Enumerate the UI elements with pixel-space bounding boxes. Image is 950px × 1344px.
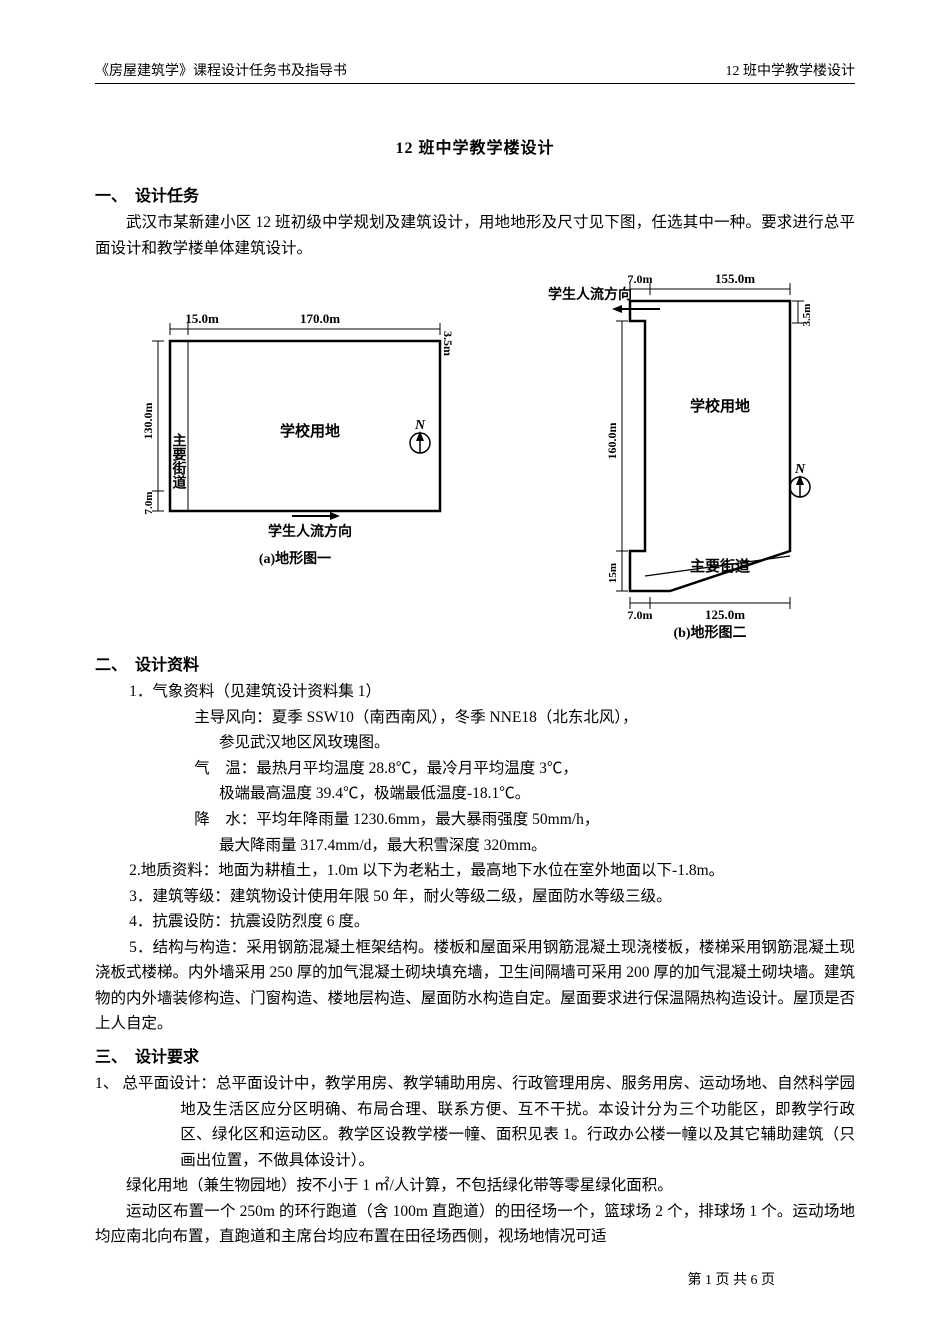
b-dim-bot-7: 7.0m: [628, 608, 653, 622]
b-road-label: 主要街道: [690, 557, 750, 575]
sec2-i4: 4．抗震设防：抗震设防烈度 6 度。: [129, 909, 855, 935]
section-1-head: 一、 设计任务: [95, 182, 855, 206]
section-2-head: 二、 设计资料: [95, 651, 855, 675]
page-footer: 第 1 页 共 6 页: [688, 1269, 776, 1289]
sec2-i1c: 降 水：平均年降雨量 1230.6mm，最大暴雨强度 50mm/h，: [194, 807, 855, 833]
a-flow-label: 学生人流方向: [268, 523, 352, 540]
b-dim-160: 160.0m: [605, 423, 619, 460]
b-north-label: N: [794, 462, 806, 477]
sec2-i1a2: 参见武汉地区风玫瑰图。: [219, 730, 855, 756]
sec3-i1: 1、 总平面设计：总平面设计中，教学用房、教学辅助用房、行政管理用房、服务用房、…: [95, 1071, 855, 1173]
b-dim-155: 155.0m: [715, 271, 755, 286]
a-dim-3-5: 3.5m: [441, 331, 455, 356]
sec2-i5: 5．结构与构造：采用钢筋混凝土框架结构。楼板和屋面采用钢筋混凝土现浇楼板，楼梯采…: [95, 935, 855, 1037]
sec3-i1b: 绿化用地（兼生物园地）按不小于 1 ㎡/人计算，不包括绿化带等零星绿化面积。: [95, 1173, 855, 1199]
section-3-head: 三、 设计要求: [95, 1043, 855, 1067]
sec3-i1c: 运动区布置一个 250m 的环行跑道（含 100m 直跑道）的田径场一个，篮球场…: [95, 1199, 855, 1250]
b-dim-top-7: 7.0m: [628, 272, 653, 286]
b-land-label: 学校用地: [690, 397, 750, 415]
header-left: 《房屋建筑学》课程设计任务书及指导书: [95, 60, 347, 80]
header-rule: [95, 83, 855, 84]
diagram-a: 主要街道 学校用地 15.0m 170.0m 3.5m 130.0m 7.0m: [130, 271, 460, 571]
sec2-i3: 3．建筑等级：建筑物设计使用年限 50 年，耐火等级二级，屋面防水等级三级。: [129, 884, 855, 910]
b-dim-15: 15m: [607, 563, 619, 583]
a-dim-7: 7.0m: [143, 492, 155, 515]
a-land-label: 学校用地: [280, 422, 340, 440]
page: 《房屋建筑学》课程设计任务书及指导书 12 班中学教学楼设计 12 班中学教学楼…: [0, 0, 950, 1344]
diagram-b: 学生人流方向 7.0m 155.0m 3.5m 学校用地 主要街道: [490, 271, 820, 641]
diagram-row: 主要街道 学校用地 15.0m 170.0m 3.5m 130.0m 7.0m: [95, 271, 855, 641]
b-dim-125: 125.0m: [705, 607, 745, 622]
sec2-i1: 1．气象资料（见建筑设计资料集 1）: [129, 679, 855, 705]
b-boundary: [630, 301, 790, 591]
b-caption: (b)地形图二: [673, 624, 746, 641]
doc-title: 12 班中学教学楼设计: [95, 134, 855, 158]
a-dim-15: 15.0m: [185, 311, 219, 326]
a-road-label: 主要街道: [171, 432, 188, 490]
sec2-i1a: 主导风向：夏季 SSW10（南西南风），冬季 NNE18（北东北风），: [194, 705, 855, 731]
sec2-i2: 2.地质资料：地面为耕植土，1.0m 以下为老粘土，最高地下水位在室外地面以下-…: [129, 858, 855, 884]
sec2-i1b: 气 温：最热月平均温度 28.8℃，最冷月平均温度 3℃，: [194, 756, 855, 782]
a-dim-130: 130.0m: [141, 403, 155, 440]
a-north-label: N: [414, 418, 426, 433]
section-1-text: 武汉市某新建小区 12 班初级中学规划及建筑设计，用地地形及尺寸见下图，任选其中…: [95, 210, 855, 261]
b-flow-label: 学生人流方向: [548, 286, 632, 303]
b-dim-3-5: 3.5m: [801, 304, 813, 327]
sec2-i1b2: 极端最高温度 39.4℃，极端最低温度-18.1℃。: [219, 781, 855, 807]
a-caption: (a)地形图一: [259, 550, 331, 567]
a-dim-170: 170.0m: [300, 311, 340, 326]
sec2-i1c2: 最大降雨量 317.4mm/d，最大积雪深度 320mm。: [219, 833, 855, 859]
header-right: 12 班中学教学楼设计: [726, 60, 856, 80]
page-header: 《房屋建筑学》课程设计任务书及指导书 12 班中学教学楼设计: [95, 60, 855, 80]
